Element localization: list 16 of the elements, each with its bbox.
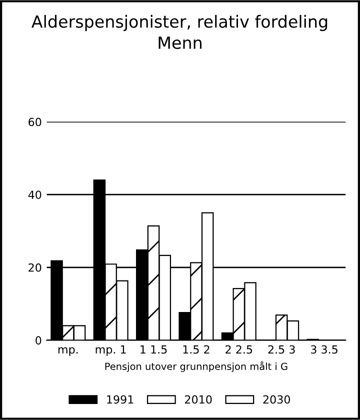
- x-tick-label: 3 3.5: [310, 345, 338, 354]
- x-tick-label: 1.5 2: [183, 345, 210, 354]
- y-tick-label: 20: [28, 263, 42, 272]
- x-tick-label: 2.5 3: [268, 345, 295, 354]
- y-tick-label: 0: [36, 336, 42, 345]
- x-tick-label: 2 2.5: [226, 345, 252, 354]
- x-tick-label: mp.: [58, 347, 78, 356]
- y-tick-label: 40: [28, 190, 42, 199]
- chart-title: Alderspensjonister, relativ fordeling Menn: [32, 14, 328, 50]
- y-tick-label: 60: [28, 118, 42, 126]
- legend-label: 2030: [263, 395, 290, 404]
- x-tick-label: mp. 1: [96, 345, 126, 356]
- x-axis-title: Pensjon utover grunnpensjon målt i G: [105, 361, 288, 372]
- legend-label: 2010: [185, 395, 212, 404]
- legend-label: 1991: [107, 395, 134, 404]
- x-tick-label: 1 1.5: [140, 345, 167, 354]
